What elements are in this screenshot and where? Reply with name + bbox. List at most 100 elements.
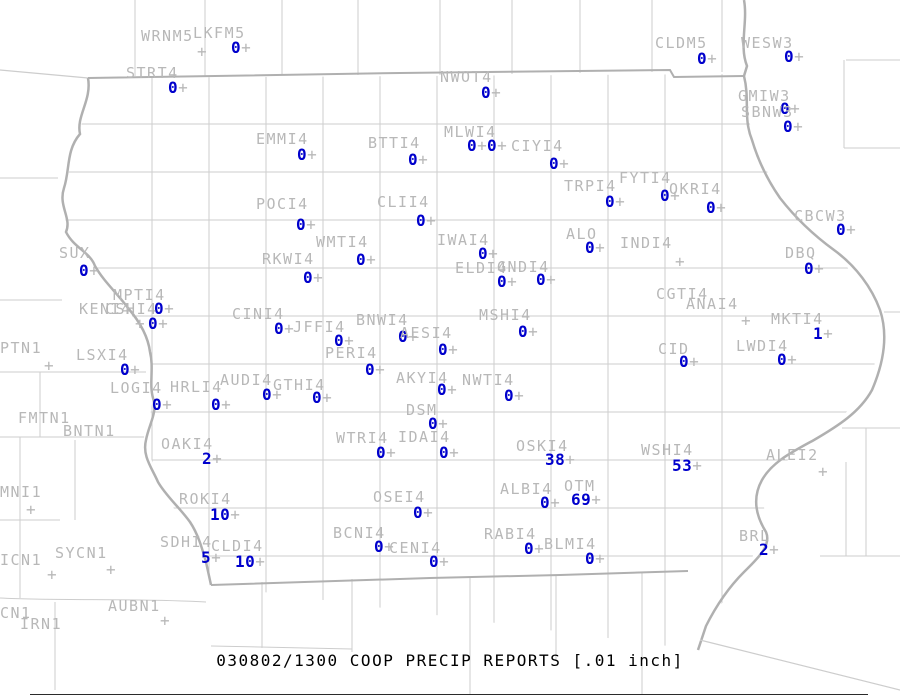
station-marker-icon: + (284, 319, 295, 338)
station-value: 0+ (297, 145, 318, 164)
station-value: 0+ (497, 272, 518, 291)
station-marker-icon: + (670, 186, 681, 205)
station-marker-icon: + (439, 552, 450, 571)
station-label: OSKI4 (516, 437, 569, 455)
station-label: FMTN1 (18, 409, 71, 427)
station-value: 0+ (312, 388, 333, 407)
station-label: JFFI4 (293, 318, 346, 336)
station-label: DSM (406, 401, 438, 419)
station-value: 5+ (201, 548, 222, 567)
station-marker-icon: + (307, 145, 318, 164)
station-label: IRN1 (20, 615, 63, 633)
station-marker-icon: + (26, 500, 36, 519)
station-label: ANAI4 (686, 295, 739, 313)
station-value: 38+ (545, 450, 576, 469)
station-value: 0+ (154, 299, 175, 318)
station-marker-icon: + (164, 299, 175, 318)
station-value: 0+ (374, 537, 395, 556)
station-marker-icon: + (615, 192, 626, 211)
bottom-frame-line (30, 694, 868, 695)
station-marker-icon: + (449, 443, 460, 462)
station-value: 69+ (571, 490, 602, 509)
station-marker-icon: + (158, 314, 169, 333)
southeast-border-line (699, 639, 900, 691)
station-marker-icon: + (491, 83, 502, 102)
station-marker-icon: + (790, 99, 801, 118)
station-marker-icon: + (477, 136, 488, 155)
station-marker-icon: + (534, 539, 545, 558)
station-marker-icon: + (565, 450, 576, 469)
station-value: 0+ (439, 443, 460, 462)
station-label: FYTI4 (619, 169, 672, 187)
station-value: 0+ (428, 414, 449, 433)
station-label: CN1 (0, 604, 32, 622)
station-label: BTTI4 (368, 134, 421, 152)
station-label: OAKI4 (161, 435, 214, 453)
station-label: ALEI2 (766, 446, 819, 464)
station-marker-icon: + (408, 327, 419, 346)
station-marker-icon: + (135, 314, 145, 333)
station-value: 0+ (540, 493, 561, 512)
station-label: SUX (59, 244, 91, 262)
station-label: AKYI4 (396, 369, 449, 387)
station-value: 0+ (437, 380, 458, 399)
station-label: LWDI4 (736, 337, 789, 355)
station-marker-icon: + (846, 220, 857, 239)
station-marker-icon: + (448, 340, 459, 359)
station-label: WMTI4 (316, 233, 369, 251)
station-marker-icon: + (595, 238, 606, 257)
station-marker-icon: + (241, 38, 252, 57)
station-value: 0+ (274, 319, 295, 338)
station-label: OTM (564, 477, 596, 495)
station-marker-icon: + (386, 443, 397, 462)
station-label: WRNM5 (141, 27, 194, 45)
station-marker-icon: + (528, 322, 539, 341)
station-marker-icon: + (426, 211, 437, 230)
station-value: 53+ (672, 456, 703, 475)
county-grid (64, 74, 880, 650)
station-label: CID (658, 340, 690, 358)
station-label: ALBI4 (500, 480, 553, 498)
station-marker-icon: + (488, 244, 499, 263)
station-value: 0+ (152, 395, 173, 414)
iowa-north-border (87, 68, 745, 79)
station-label: PTN1 (0, 339, 43, 357)
station-value: 0+ (706, 198, 727, 217)
station-value: 0+ (429, 552, 450, 571)
station-label: IDAI4 (398, 428, 451, 446)
map-caption: 030802/1300 COOP PRECIP REPORTS [.01 inc… (216, 651, 684, 670)
station-marker-icon: + (818, 462, 828, 481)
station-label: LSXI4 (76, 346, 129, 364)
station-value: 0+ (697, 49, 718, 68)
station-value: 0+ (79, 261, 100, 280)
station-value: 0+ (478, 244, 499, 263)
station-value: 0+ (356, 250, 377, 269)
station-value: 10+ (210, 505, 241, 524)
station-label: MNI1 (0, 483, 43, 501)
station-marker-icon: + (366, 250, 377, 269)
station-label: CSHI4 (105, 300, 158, 318)
station-label: STRT4 (126, 64, 179, 82)
station-value: 0+ (585, 549, 606, 568)
station-label: SYCN1 (55, 544, 108, 562)
station-marker-icon: + (423, 503, 434, 522)
station-label: WSHI4 (641, 441, 694, 459)
station-value: 0+ (780, 99, 801, 118)
station-label: AUDI4 (220, 371, 273, 389)
station-label: CGTI4 (656, 285, 709, 303)
station-label: CLDI4 (211, 537, 264, 555)
station-label: POCI4 (256, 195, 309, 213)
station-marker-icon: + (197, 42, 207, 61)
station-value: 0+ (536, 270, 557, 289)
station-label: ICN1 (0, 551, 43, 569)
station-marker-icon: + (418, 150, 429, 169)
station-marker-icon: + (787, 350, 798, 369)
station-label: WESW3 (741, 34, 794, 52)
station-marker-icon: + (514, 386, 525, 405)
station-value: 0+ (504, 386, 525, 405)
station-marker-icon: + (546, 270, 557, 289)
station-value: 2+ (202, 449, 223, 468)
station-value: 0+ (168, 78, 189, 97)
station-marker-icon: + (272, 385, 283, 404)
station-value: 0+ (376, 443, 397, 462)
